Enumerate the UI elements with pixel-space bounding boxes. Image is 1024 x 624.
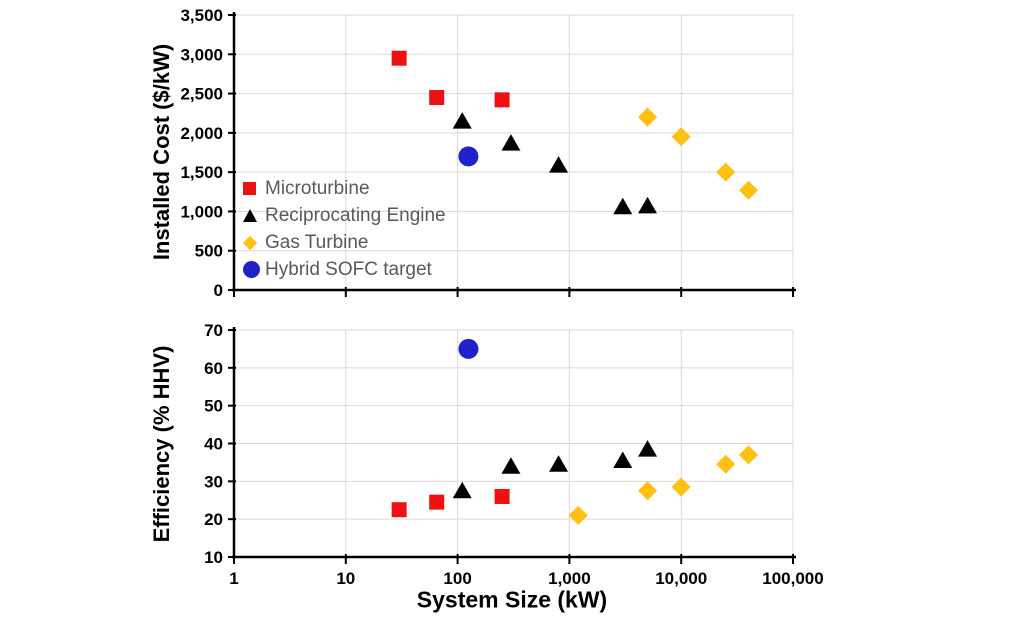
y-tick-label: 2,500 xyxy=(180,85,223,104)
square-marker-icon xyxy=(243,182,256,195)
point-gas-turbine xyxy=(638,107,658,127)
y-tick-label: 3,500 xyxy=(180,6,223,25)
x-tick-label: 100 xyxy=(443,569,471,588)
point-reciprocating-engine xyxy=(613,197,633,215)
x-axis-title: System Size (kW) xyxy=(416,586,608,613)
legend-item-reciprocating-engine: Reciprocating Engine xyxy=(243,202,446,229)
y-tick-label: 40 xyxy=(204,435,223,454)
triangle-marker-icon xyxy=(243,209,257,222)
point-reciprocating-engine xyxy=(501,457,521,474)
point-reciprocating-engine xyxy=(549,455,569,472)
point-gas-turbine xyxy=(638,481,658,501)
legend-label: Microturbine xyxy=(265,177,370,199)
point-microturbine xyxy=(494,92,510,108)
point-gas-turbine xyxy=(716,454,736,474)
legend-label: Reciprocating Engine xyxy=(265,204,446,226)
point-gas-turbine xyxy=(671,127,691,147)
point-microturbine xyxy=(429,90,445,105)
y-tick-label: 500 xyxy=(195,242,223,261)
point-reciprocating-engine xyxy=(638,440,658,457)
y-tick-label: 1,500 xyxy=(180,163,223,182)
y-tick-label: 50 xyxy=(204,397,223,416)
x-tick-label: 1,000 xyxy=(548,569,591,588)
legend-label: Gas Turbine xyxy=(265,231,369,253)
point-reciprocating-engine xyxy=(549,156,569,173)
square-marker-icon xyxy=(243,182,262,195)
point-hybrid-sofc-target xyxy=(458,338,479,359)
circle-marker-icon xyxy=(243,261,262,278)
y-tick-label: 1,000 xyxy=(180,202,223,221)
x-tick-label: 10 xyxy=(336,569,355,588)
legend-item-gas-turbine: Gas Turbine xyxy=(242,229,446,256)
point-gas-turbine xyxy=(716,162,736,182)
diamond-marker-icon xyxy=(242,235,258,250)
point-microturbine xyxy=(391,502,407,518)
triangle-marker-icon xyxy=(243,209,262,222)
point-gas-turbine xyxy=(568,505,588,525)
y-tick-label: 30 xyxy=(204,472,223,491)
bottom-y-axis-title: Efficiency (% HHV) xyxy=(149,345,174,543)
y-tick-label: 20 xyxy=(204,510,223,529)
point-reciprocating-engine xyxy=(638,196,658,214)
circle-marker-icon xyxy=(243,261,260,278)
point-hybrid-sofc-target xyxy=(458,146,479,167)
x-tick-label: 1 xyxy=(229,569,238,588)
legend: Microturbine Reciprocating Engine Gas Turb… xyxy=(242,175,446,283)
y-tick-label: 70 xyxy=(204,321,223,340)
x-tick-label: 10,000 xyxy=(655,569,707,588)
point-gas-turbine xyxy=(739,445,759,465)
y-tick-label: 0 xyxy=(214,281,223,300)
point-reciprocating-engine xyxy=(613,451,633,469)
point-reciprocating-engine xyxy=(501,134,521,151)
point-reciprocating-engine xyxy=(452,481,472,499)
point-microturbine xyxy=(391,50,407,66)
point-reciprocating-engine xyxy=(452,112,472,129)
diamond-marker-icon xyxy=(242,235,262,250)
legend-item-microturbine: Microturbine xyxy=(243,175,446,202)
point-gas-turbine xyxy=(671,477,691,497)
point-microturbine xyxy=(494,488,510,504)
legend-item-hybrid-sofc-target: Hybrid SOFC target xyxy=(243,256,446,283)
point-gas-turbine xyxy=(739,180,759,200)
y-tick-label: 3,000 xyxy=(180,45,223,64)
y-tick-label: 2,000 xyxy=(180,124,223,143)
point-microturbine xyxy=(429,494,445,510)
top-y-axis-title: Installed Cost ($/kW) xyxy=(149,43,174,261)
x-tick-label: 100,000 xyxy=(762,569,823,588)
y-tick-label: 60 xyxy=(204,359,223,378)
legend-label: Hybrid SOFC target xyxy=(265,258,432,280)
y-tick-label: 10 xyxy=(204,548,223,567)
